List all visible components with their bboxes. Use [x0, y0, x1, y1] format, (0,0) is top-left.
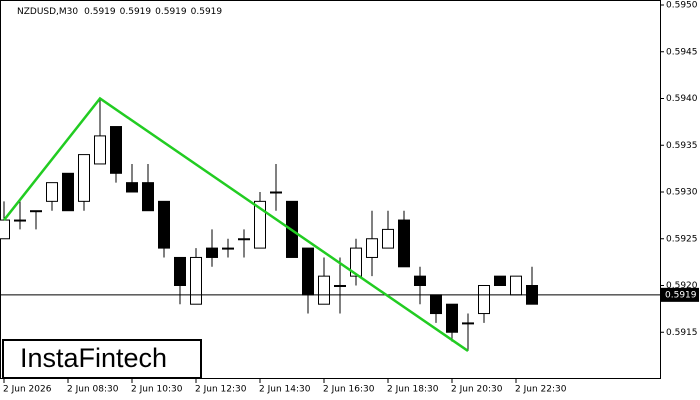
candle-body [158, 200, 170, 249]
candle-body [318, 275, 330, 305]
y-tick-label: 0.5930 [666, 188, 698, 198]
candle-body [78, 154, 90, 202]
candle-body [270, 191, 282, 194]
y-tick-label: 0.5950 [666, 1, 698, 11]
candle-body [446, 303, 458, 333]
plot-frame [0, 0, 661, 379]
candle-body [382, 228, 394, 249]
current-price-box [661, 287, 699, 302]
candle-body [334, 285, 346, 287]
logo: InstaFintech [20, 343, 167, 373]
candle-body [478, 285, 490, 315]
candle-body [366, 238, 378, 258]
pattern-line [3, 96, 469, 352]
x-tick-label: 2 Jun 2026 [3, 385, 52, 395]
current-price-label: 0.5919 [665, 290, 697, 300]
candle-body [174, 256, 186, 287]
candle-body [190, 256, 202, 305]
header-price: 0.5919 [84, 7, 116, 17]
candle-body [142, 182, 154, 212]
y-tick-label: 0.5945 [666, 47, 698, 57]
x-tick-label: 2 Jun 10:30 [131, 385, 183, 395]
header-price: 0.5919 [191, 7, 223, 17]
candle-body [110, 126, 122, 174]
candle-body [222, 247, 234, 250]
candle-body [94, 135, 106, 165]
candle-body [510, 275, 522, 296]
y-tick-label: 0.5935 [666, 141, 698, 151]
candle-body [0, 219, 10, 240]
y-tick-label: 0.5915 [666, 328, 698, 338]
candle-body [398, 219, 410, 268]
x-tick-label: 2 Jun 08:30 [67, 385, 119, 395]
y-tick-label: 0.5940 [666, 94, 698, 104]
candle-body [350, 247, 362, 277]
x-tick-label: 2 Jun 16:30 [323, 385, 375, 395]
candle-body [462, 322, 474, 325]
x-tick-label: 2 Jun 22:30 [515, 385, 567, 395]
header-price: 0.5919 [120, 7, 152, 17]
candle-body [46, 182, 58, 202]
y-tick-label: 0.5925 [666, 234, 698, 244]
candle-body [238, 238, 250, 241]
candle-body [254, 200, 266, 249]
x-tick-label: 2 Jun 12:30 [195, 385, 247, 395]
candle-body [430, 294, 442, 315]
candle-body [414, 275, 426, 286]
header-price: 0.5919 [155, 7, 187, 17]
candle-body [30, 210, 42, 213]
symbol: NZDUSD,M30 [17, 7, 78, 17]
logo-box [2, 339, 202, 379]
candle-body [302, 247, 314, 296]
candle-body [494, 275, 506, 286]
candle-body [62, 172, 74, 212]
candle-body [206, 247, 218, 258]
x-tick-label: 2 Jun 20:30 [451, 385, 503, 395]
y-tick-label: 0.5920 [666, 281, 698, 291]
chart-header: NZDUSD,M30 0.5919 0.5919 0.5919 0.5919 [17, 7, 222, 17]
candle-body [14, 219, 26, 222]
candle-body [126, 182, 138, 193]
x-tick-label: 2 Jun 14:30 [259, 385, 311, 395]
x-tick-label: 2 Jun 18:30 [387, 385, 439, 395]
